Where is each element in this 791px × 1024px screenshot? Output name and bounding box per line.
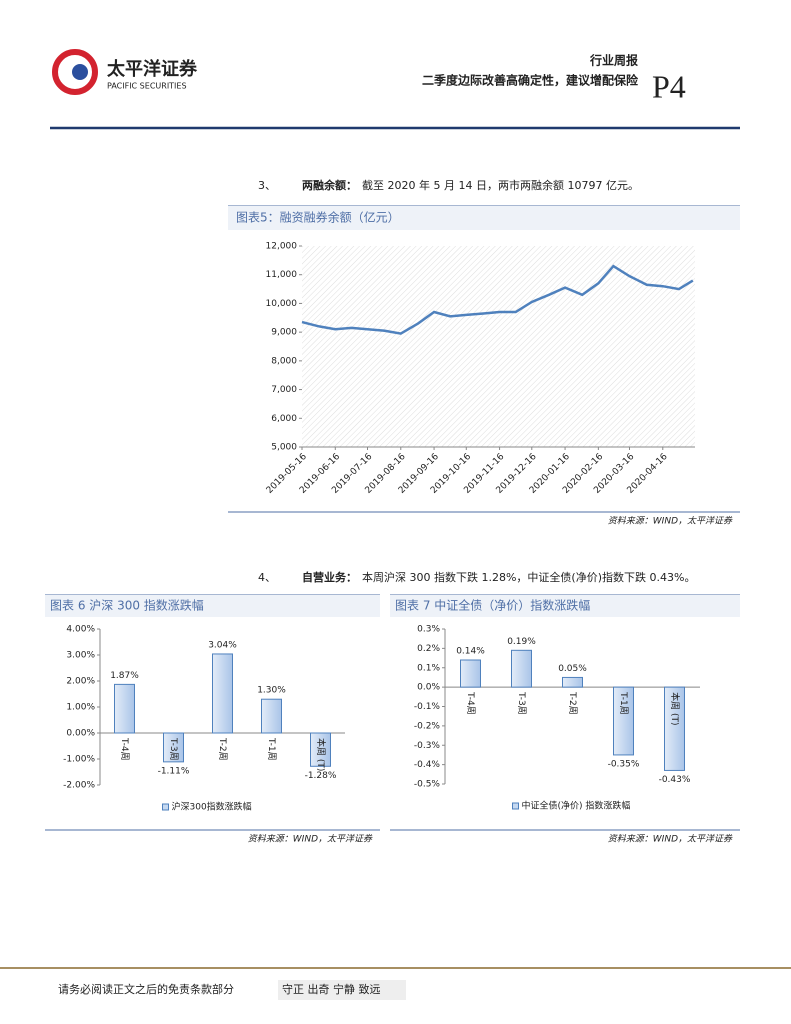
y-tick-label: -0.1%: [414, 702, 441, 712]
y-tick-label: 0.3%: [417, 625, 440, 635]
x-tick-label: 本周 (T): [315, 738, 327, 771]
data-label: -0.35%: [608, 759, 640, 769]
bar: [664, 686, 685, 771]
section-number: 3、: [258, 179, 276, 192]
page-number: P4: [652, 68, 686, 104]
data-label: 3.04%: [208, 640, 237, 650]
y-tick-label: 1.00%: [66, 703, 95, 713]
section-text: 截至 2020 年 5 月 14 日，两市两融余额 10797 亿元。: [362, 178, 639, 192]
chart-source: 资料来源：WIND，太平洋证券: [608, 834, 733, 845]
bar: [562, 676, 583, 688]
chart-title: 图表5：融资融券余额（亿元）: [236, 210, 400, 225]
bar: [261, 698, 282, 734]
data-label: -1.28%: [305, 771, 337, 781]
bar: [460, 659, 481, 688]
legend-label: 沪深300指数涨跌幅: [172, 801, 252, 813]
report-title: 二季度边际改善高确定性，建议增配保险: [422, 73, 639, 88]
bar: [310, 732, 331, 767]
data-label: 0.05%: [558, 664, 587, 674]
x-tick-label: T-2周: [567, 691, 578, 715]
data-line: [301, 264, 694, 335]
section-text: 本周沪深 300 指数下跌 1.28%，中证全债(净价)指数下跌 0.43%。: [362, 570, 695, 584]
y-tick-label: -0.5%: [414, 780, 441, 790]
report-type: 行业周报: [589, 53, 638, 68]
x-tick-label: 本周 (T): [669, 692, 681, 725]
logo-mark: [52, 49, 98, 95]
y-tick-label: 10,000: [266, 299, 298, 309]
x-tick-label: T-2周: [217, 737, 228, 761]
y-tick-label: -0.4%: [414, 760, 441, 770]
y-tick-label: -0.3%: [414, 741, 441, 751]
y-tick-label: 12,000: [266, 242, 298, 252]
x-tick-label: T-3周: [516, 691, 527, 715]
y-tick-label: 4.00%: [66, 625, 95, 635]
section-number: 4、: [258, 571, 276, 584]
plot-background: [302, 246, 695, 447]
legend-swatch: [512, 802, 519, 810]
y-tick-label: 0.1%: [417, 663, 440, 673]
data-label: 1.30%: [257, 686, 286, 696]
bar: [163, 732, 184, 763]
y-tick-label: 2.00%: [66, 677, 95, 687]
disclaimer: 请务必阅读正文之后的免责条款部分: [58, 982, 234, 996]
section-label: 两融余额：: [302, 178, 357, 192]
section-label: 自营业务：: [302, 570, 357, 584]
chart-title: 图表 7 中证全债（净价）指数涨跌幅: [395, 598, 590, 613]
chart-source: 资料来源：WIND，太平洋证券: [248, 834, 373, 845]
y-tick-label: 8,000: [271, 356, 297, 366]
y-tick-label: 7,000: [271, 385, 297, 395]
y-tick-label: 11,000: [266, 270, 298, 280]
y-tick-label: -0.2%: [414, 721, 441, 731]
y-tick-label: 0.2%: [417, 644, 440, 654]
data-label: 0.19%: [507, 637, 536, 647]
title-bar: [228, 206, 740, 230]
title-bar: [390, 595, 740, 617]
y-tick-label: 6,000: [271, 414, 297, 424]
motto: 守正 出奇 宁静 致远: [282, 982, 381, 996]
y-tick-label: -2.00%: [63, 781, 95, 791]
y-tick-label: -1.00%: [63, 755, 95, 765]
bar: [613, 686, 634, 756]
logo-cn: 太平洋证券: [107, 58, 198, 80]
x-tick-label: T-3周: [168, 737, 179, 761]
logo-en: PACIFIC SECURITIES: [107, 82, 187, 91]
y-tick-label: 3.00%: [66, 651, 95, 661]
data-label: 0.14%: [456, 647, 485, 657]
bar: [114, 683, 135, 734]
chart-title: 图表 6 沪深 300 指数涨跌幅: [50, 598, 204, 613]
x-tick-label: T-1周: [618, 691, 629, 715]
data-label: -0.43%: [659, 775, 691, 785]
data-label: 1.87%: [110, 671, 139, 681]
x-tick-label: T-4周: [465, 691, 476, 715]
x-tick-label: T-4周: [119, 737, 130, 761]
motto-box: [278, 980, 406, 1000]
legend-label: 中证全债(净价) 指数涨跌幅: [522, 800, 631, 812]
title-bar: [45, 595, 380, 617]
y-tick-label: 0.0%: [417, 683, 440, 693]
logo: 太平洋证券 PACIFIC SECURITIES: [52, 49, 198, 95]
logo-dot: [72, 64, 88, 80]
data-label: -1.11%: [158, 766, 190, 776]
bar: [212, 653, 233, 734]
y-tick-label: 9,000: [271, 328, 297, 338]
legend-swatch: [162, 803, 169, 811]
bar: [511, 649, 532, 688]
chart-source: 资料来源：WIND，太平洋证券: [608, 516, 733, 527]
x-tick-label: T-1周: [266, 737, 277, 761]
y-tick-label: 5,000: [271, 443, 297, 453]
y-tick-label: 0.00%: [66, 729, 95, 739]
